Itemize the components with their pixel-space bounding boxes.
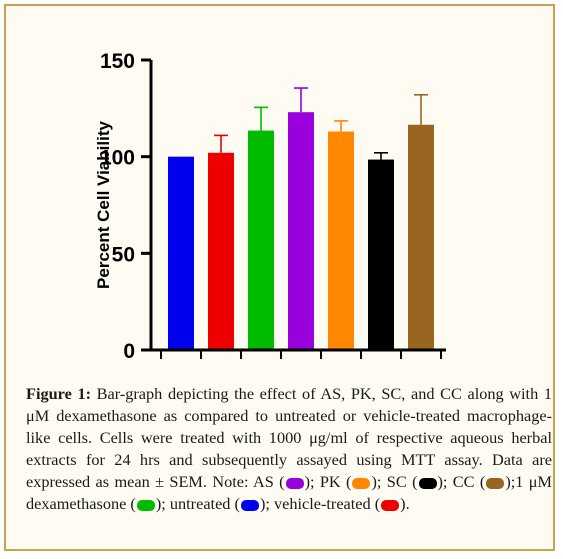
swatch-sc <box>418 477 437 489</box>
y-tick-label: 150 <box>100 50 135 73</box>
figure-box: 0 50 100 150 Percent Cell Viability Figure 1… <box>4 4 555 551</box>
caption-text-6: ); untreated ( <box>155 494 240 513</box>
y-tick-label: 100 <box>100 147 135 170</box>
swatch-untreated <box>240 499 259 511</box>
swatch-cc <box>486 477 505 489</box>
caption-text-1: Bar-graph depicting the effect of AS, PK… <box>26 384 552 491</box>
swatch-dexamethasone <box>136 499 155 511</box>
caption-text-5: );1 μM dexamethasone ( <box>26 472 552 513</box>
bar <box>328 131 354 350</box>
bar <box>168 156 194 350</box>
figure-label: Figure 1: <box>26 384 92 403</box>
caption-text-4: ); CC ( <box>437 472 486 491</box>
bar <box>248 130 274 350</box>
caption-text-3: ); SC ( <box>371 472 418 491</box>
bar <box>208 152 234 350</box>
swatch-as <box>285 477 304 489</box>
caption-text-8: ). <box>400 494 410 513</box>
y-axis-label: Percent Cell Viability <box>94 121 113 289</box>
caption-text-7: ); vehicle-treated ( <box>259 494 381 513</box>
bar <box>288 112 314 350</box>
bar <box>408 124 434 351</box>
bar <box>368 159 394 350</box>
bar-chart: 0 50 100 150 Percent Cell Viability <box>94 50 446 363</box>
caption-text-2: ); PK ( <box>304 472 352 491</box>
y-tick-label: 50 <box>112 243 135 266</box>
y-tick-label: 0 <box>123 340 135 363</box>
swatch-vehicle <box>381 499 400 511</box>
figure-caption: Figure 1: Bar-graph depicting the effect… <box>26 383 552 515</box>
swatch-pk <box>352 477 371 489</box>
